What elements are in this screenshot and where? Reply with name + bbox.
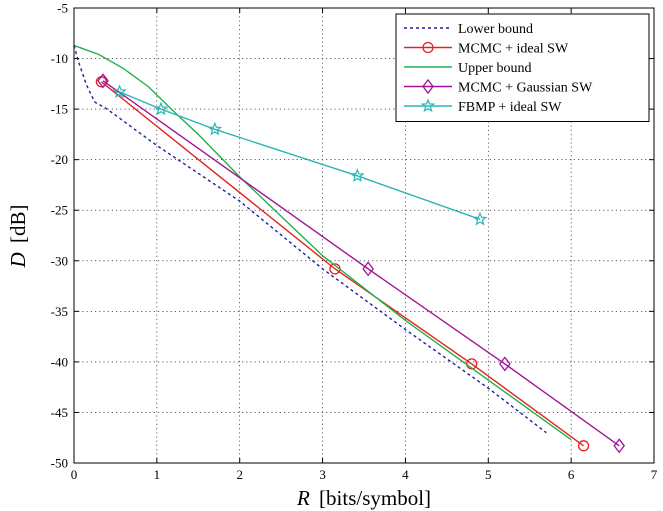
legend-entry: MCMC + ideal SW — [404, 42, 569, 57]
legend-box — [395, 13, 650, 122]
data-point — [112, 84, 127, 99]
y-tick-label: -20 — [51, 152, 68, 167]
x-tick-label: 2 — [236, 467, 243, 482]
data-point — [207, 121, 223, 136]
series-line — [73, 44, 572, 441]
y-tick-label: -50 — [51, 456, 68, 471]
series-line — [100, 81, 584, 447]
legend-label: MCMC + Gaussian SW — [458, 81, 593, 96]
series-line — [119, 91, 481, 220]
y-tick-label: -25 — [51, 203, 68, 218]
data-point — [362, 261, 374, 277]
x-tick-label: 4 — [402, 467, 409, 482]
series-3 — [97, 73, 626, 454]
series-2 — [73, 44, 572, 441]
y-tick-label: -30 — [51, 253, 68, 268]
legend-marker — [422, 78, 434, 95]
legend-label: MCMC + ideal SW — [458, 42, 569, 57]
data-point — [350, 168, 365, 183]
legend-entry: FBMP + ideal SW — [404, 98, 562, 115]
legend-label: Upper bound — [458, 61, 532, 76]
y-tick-label: -35 — [51, 304, 68, 319]
legend-label: Lower bound — [458, 22, 533, 37]
data-point — [97, 73, 109, 89]
x-axis-variable: R — [296, 486, 310, 510]
series-layer — [73, 44, 626, 454]
x-tick-label: 7 — [651, 467, 658, 482]
legend-marker — [420, 98, 436, 113]
data-point — [577, 440, 590, 452]
series-1 — [95, 76, 590, 452]
x-tick-label: 1 — [154, 467, 161, 482]
legend-entry: MCMC + Gaussian SW — [404, 78, 593, 96]
plot-border — [73, 7, 655, 464]
legend-entry: Upper bound — [404, 61, 532, 76]
legend: Lower bound MCMC + ideal SW Upper bound MCM… — [395, 13, 650, 122]
tick-labels: 0 1 2 3 4 5 6 7 -5 -10 -15 -20 -25 -30 -35 -40 -45 -50 — [51, 1, 658, 483]
svg-text:D [dB]: D [dB] — [6, 205, 30, 269]
y-tick-label: -15 — [51, 102, 68, 117]
y-tick-label: -10 — [51, 51, 68, 66]
y-tick-label: -40 — [51, 354, 68, 369]
svg-text:R [bits/symbol]: R [bits/symbol] — [296, 486, 431, 510]
x-tick-label: 6 — [568, 467, 575, 482]
legend-entry: Lower bound — [404, 22, 533, 37]
x-axis-label: R [bits/symbol] — [296, 486, 431, 510]
x-tick-label: 5 — [485, 467, 492, 482]
x-axis-unit: [bits/symbol] — [319, 486, 431, 510]
y-axis-variable: D — [6, 252, 30, 268]
series-line — [73, 45, 547, 434]
x-tick-label: 3 — [319, 467, 326, 482]
legend-marker — [422, 41, 434, 54]
x-tick-label: 0 — [71, 467, 78, 482]
data-point — [153, 101, 169, 116]
data-point — [499, 356, 511, 372]
data-point — [472, 211, 488, 226]
series-line — [102, 80, 620, 447]
data-point — [613, 438, 626, 454]
legend-label: FBMP + ideal SW — [458, 100, 562, 115]
y-tick-label: -45 — [51, 405, 68, 420]
y-axis-label: D [dB] — [6, 205, 30, 269]
series-0 — [73, 45, 547, 434]
series-4 — [112, 84, 488, 226]
y-tick-label: -5 — [57, 1, 68, 16]
y-axis-unit: [dB] — [6, 205, 30, 244]
